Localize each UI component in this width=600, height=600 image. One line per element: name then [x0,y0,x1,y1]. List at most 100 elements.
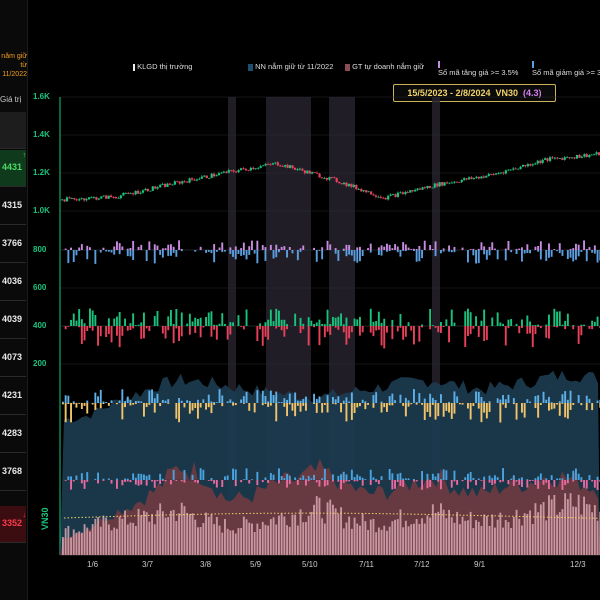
net-flow-down-bar [307,480,310,482]
net-flow-down-bar [80,480,83,484]
value-row[interactable]: 4039 [0,302,26,339]
net-flow-up-bar [350,469,353,480]
value-row[interactable]: 4036 [0,264,26,301]
strong-move-count-up-bar [102,247,105,250]
net-flow-down-bar [261,480,264,483]
proprietary-flow-up-bar [86,400,89,403]
foreign-flow-up-bar [464,311,467,326]
strong-move-count-down-bar [556,250,558,252]
foreign-flow-down-bar [180,326,183,337]
net-flow-up-bar [283,478,286,480]
net-flow-down-bar [340,480,342,490]
net-flow-up-bar [577,473,580,480]
net-flow-up-bar [388,469,391,480]
value-row[interactable]: 4315 [0,188,26,225]
candle-body [242,168,245,170]
net-flow-down-bar [529,480,531,482]
net-flow-up-bar [537,476,540,480]
proprietary-flow-down-bar [356,403,359,408]
strong-move-count-up-bar [240,248,243,250]
proprietary-flow-up-bar [110,400,113,403]
proprietary-flow-down-bar [194,403,197,408]
legend-so-giam[interactable]: Số mã giảm giá >= 3.5% [532,59,600,77]
net-flow-down-bar [542,480,545,485]
proprietary-flow-up-bar [232,401,234,403]
net-flow-up-bar [512,475,515,480]
foreign-flow-down-bar [78,326,81,328]
klgd-bar [229,530,232,555]
klgd-bar [518,518,521,555]
strong-move-count-up-bar [156,245,159,250]
net-flow-down-bar [585,480,588,489]
value-row[interactable]: 4431 ↑ [0,150,26,187]
candle-body [124,193,127,194]
foreign-flow-down-bar [107,326,110,335]
candle-body [551,157,554,159]
strong-move-count-up-bar [299,248,302,250]
value-row[interactable]: 4231 [0,378,26,415]
klgd-bar [456,511,459,555]
value-row[interactable]: 4283 [0,416,26,453]
net-flow-down-bar [548,480,550,490]
strong-move-count-down-bar [413,250,415,251]
value-row[interactable] [0,112,26,149]
strong-move-count-up-bar [585,249,588,250]
legend-so-tang[interactable]: Số mã tăng giá >= 3.5% [438,59,518,77]
candle-body [382,197,385,199]
proprietary-flow-down-bar [434,403,437,420]
strong-move-count-down-bar [402,250,405,251]
klgd-bar [340,507,342,555]
net-flow-up-bar [453,470,456,480]
value-row[interactable]: 3766 [0,226,26,263]
net-flow-down-bar [591,480,594,482]
klgd-bar [286,525,288,555]
klgd-bar [118,516,121,555]
klgd-bar [485,516,488,555]
value-row[interactable]: 4073 [0,340,26,377]
net-flow-up-bar [210,478,213,480]
legend-klgd[interactable]: KLGD thị trường [133,62,192,71]
strong-move-count-down-bar [396,250,399,253]
strong-move-count-up-bar [251,240,253,250]
proprietary-flow-down-bar [199,403,202,408]
value-row[interactable]: 3352 ↓ [0,506,26,543]
proprietary-flow-down-bar [210,403,213,414]
proprietary-flow-up-bar [275,391,278,403]
foreign-flow-up-bar [278,310,280,326]
value-row[interactable]: 3768 [0,454,26,491]
candle-body [365,190,368,193]
klgd-bar [207,516,210,555]
candle-body [448,182,451,184]
foreign-flow-up-bar [580,324,583,326]
candle-body [541,159,544,163]
proprietary-flow-down-bar [523,403,526,418]
foreign-flow-down-bar [313,326,315,328]
klgd-bar [348,516,351,555]
net-flow-down-bar [234,480,237,487]
proprietary-flow-down-bar [86,403,89,414]
net-flow-down-bar [566,480,569,484]
klgd-bar [188,514,191,555]
strong-move-count-up-bar [313,247,315,250]
candle-body [333,177,336,178]
foreign-flow-down-bar [299,326,302,333]
legend-nn[interactable]: NN nắm giữ từ 11/2022 [248,62,333,71]
net-flow-up-bar [94,478,97,480]
candle-body [63,199,66,202]
strong-move-count-down-bar [272,250,275,259]
foreign-flow-up-bar [353,318,356,326]
candle-body [475,176,478,178]
foreign-flow-down-bar [161,326,164,334]
legend-gt[interactable]: GT tự doanh nắm giữ [345,62,424,71]
proprietary-flow-up-bar [342,400,345,403]
net-flow-up-bar [202,469,205,480]
strong-move-count-up-bar [359,246,361,250]
candle-body [335,178,338,182]
value-row-text: 4039 [1,314,22,324]
strong-move-count-up-bar [170,244,172,250]
proprietary-flow-down-bar [548,403,550,411]
foreign-flow-down-bar [337,326,340,330]
foreign-flow-up-bar [175,309,178,326]
proprietary-flow-up-bar [99,389,102,403]
